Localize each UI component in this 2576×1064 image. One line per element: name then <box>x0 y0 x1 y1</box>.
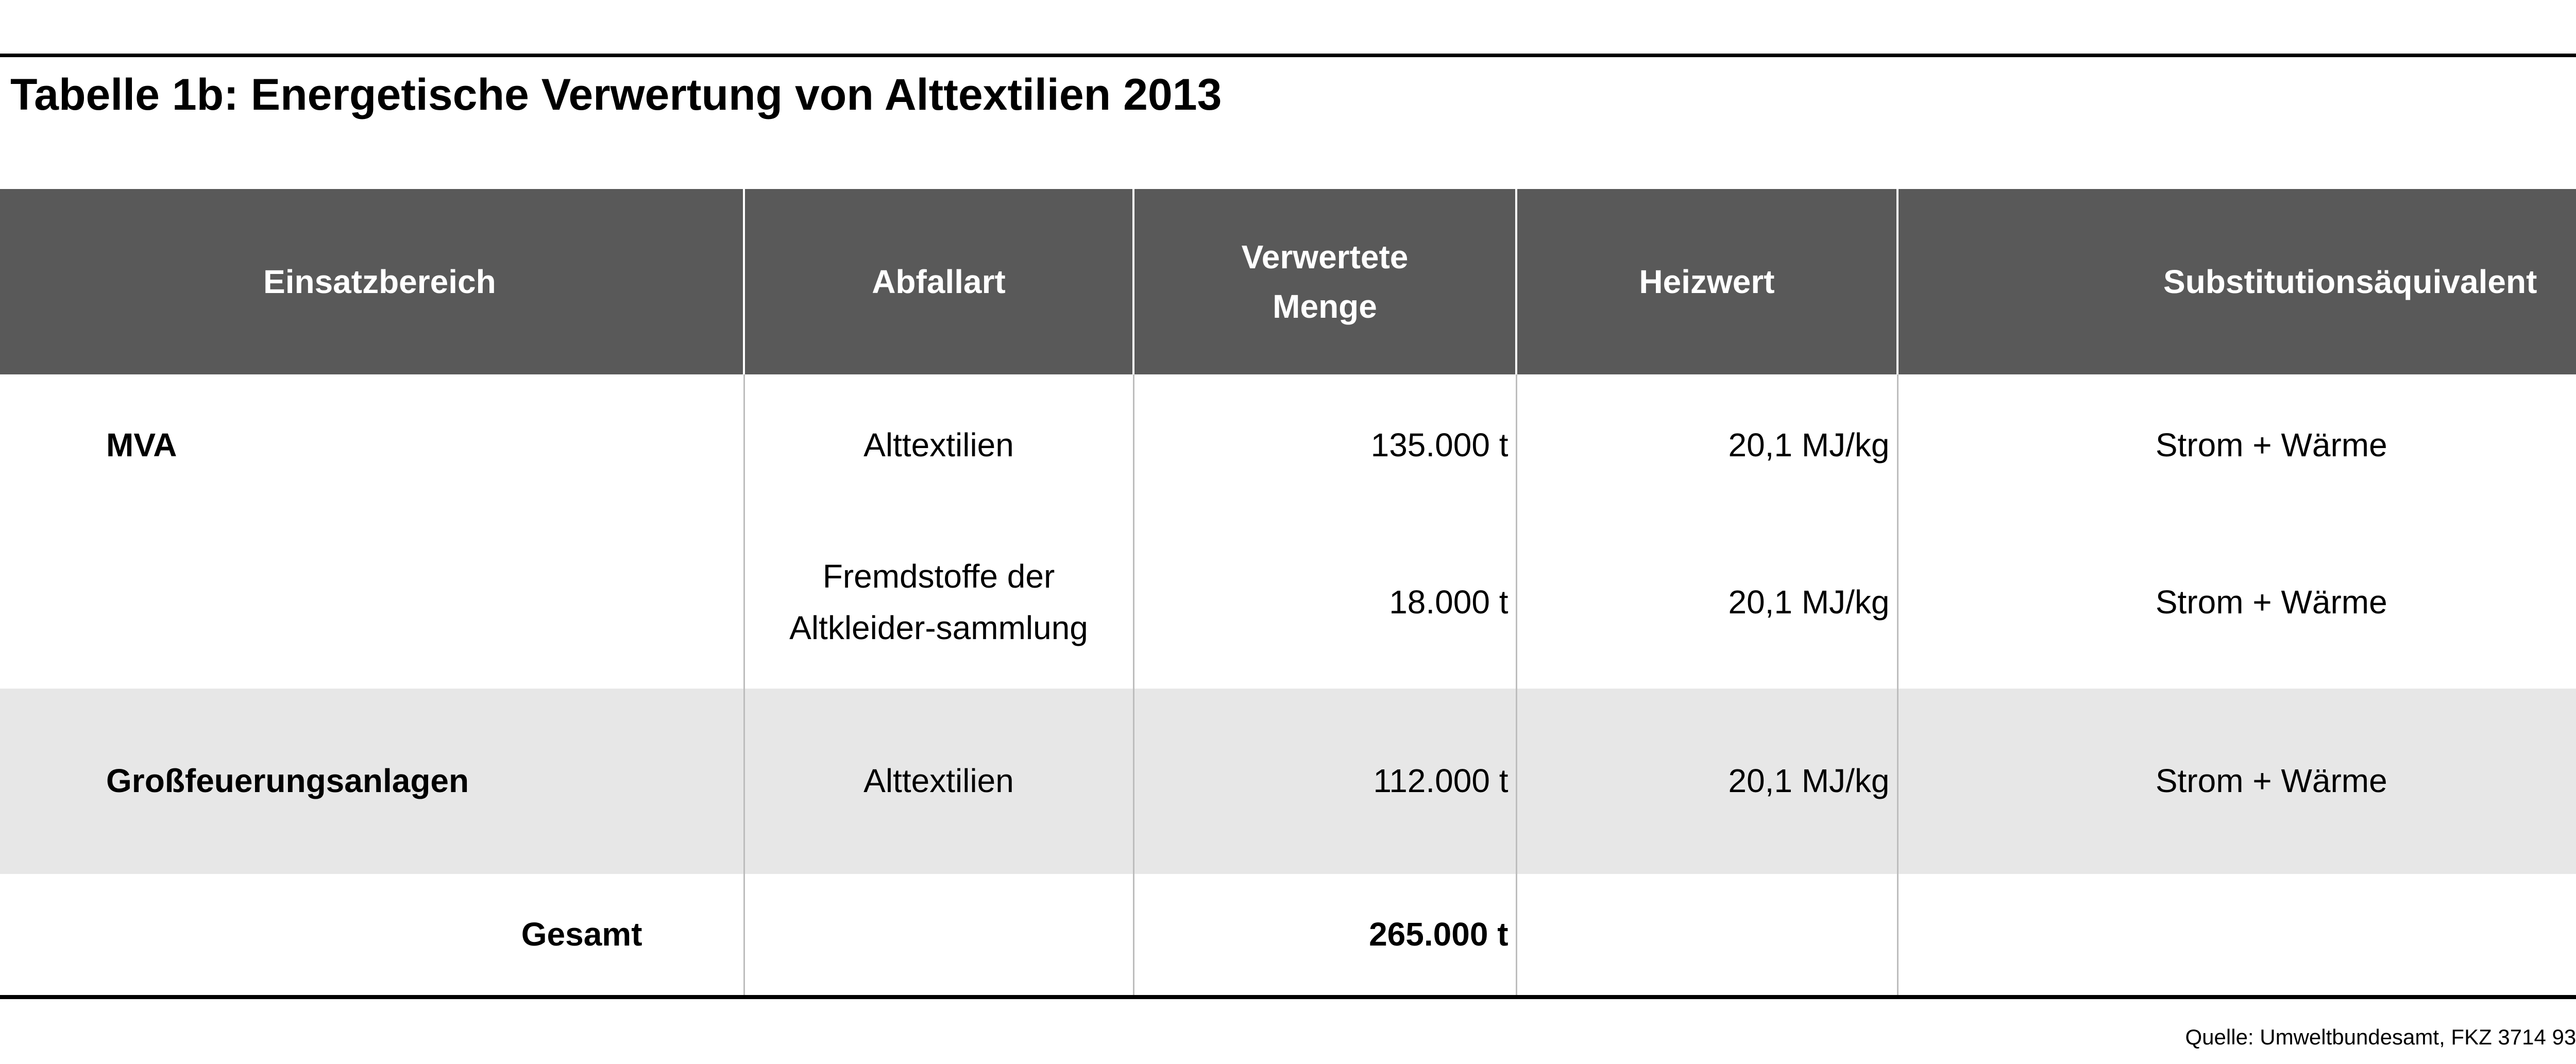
table-cell: Alttextilien <box>743 374 1133 516</box>
cell-text: Alttextilien <box>863 762 1014 800</box>
table-row: Großfeuerungsanlagen Alttextilien 112.000 … <box>0 689 2576 874</box>
cell-text: Fremdstoffe der Altkleider-sammlung <box>789 558 1088 646</box>
table-cell <box>1515 874 1897 997</box>
header-cell: Abfallart <box>743 189 1133 374</box>
table-cell: Strom + Wärme <box>1896 689 2576 874</box>
cell-text: Alttextilien <box>863 426 1014 464</box>
cell-text: Strom + Wärme <box>2155 426 2387 464</box>
table-cell: Strom + Wärme <box>1896 374 2576 516</box>
header-cell: Substitutionsäquivalent <box>1896 189 2576 374</box>
cell-text: Strom + Wärme <box>2155 583 2387 621</box>
table-cell: Alttextilien <box>743 689 1133 874</box>
table-cell: Strom + Wärme <box>1896 516 2576 689</box>
table-cell: 20,1 MJ/kg <box>1515 374 1897 516</box>
header-text: Heizwert <box>1639 263 1775 300</box>
header-text: Substitutionsäquivalent <box>2163 263 2537 300</box>
header-text: Einsatzbereich <box>263 263 496 300</box>
cell-text: 135.000 t <box>1370 426 1509 464</box>
cell-text: Gesamt <box>521 915 642 953</box>
table-cell: 112.000 t <box>1132 689 1516 874</box>
table-cell: 20,1 MJ/kg <box>1515 689 1897 874</box>
cell-text: 265.000 t <box>1369 915 1509 953</box>
table-cell <box>0 516 744 689</box>
table-cell: MVA <box>0 374 744 516</box>
table-cell: 265.000 t <box>1132 874 1516 997</box>
cell-text: MVA <box>106 426 177 464</box>
header-text: Abfallart <box>872 263 1006 300</box>
header-text: Verwertete Menge <box>1241 238 1409 325</box>
cell-text: 20,1 MJ/kg <box>1728 583 1890 621</box>
table-cell: 135.000 t <box>1132 374 1516 516</box>
header-cell: Verwertete Menge <box>1132 189 1516 374</box>
table-cell: 20,1 MJ/kg <box>1515 516 1897 689</box>
header-cell: Einsatzbereich <box>0 189 744 374</box>
rule <box>0 54 2576 57</box>
cell-text: 112.000 t <box>1373 762 1509 800</box>
table-cell <box>1896 874 2576 997</box>
table: Einsatzbereich Abfallart Verwertete Menge H… <box>0 189 2576 999</box>
table-cell: Gesamt <box>0 874 744 997</box>
table-cell <box>743 874 1133 997</box>
cell-text: 18.000 t <box>1389 583 1509 621</box>
cell-text: Großfeuerungsanlagen <box>106 762 469 800</box>
table-cell: Fremdstoffe der Altkleider-sammlung <box>743 516 1133 689</box>
table-row: MVA Alttextilien 135.000 t 20,1 MJ/kg Strom … <box>0 374 2576 516</box>
table-cell: Großfeuerungsanlagen <box>0 689 744 874</box>
header-cell: Heizwert <box>1515 189 1897 374</box>
cell-text: Strom + Wärme <box>2155 762 2387 800</box>
header-row: Einsatzbereich Abfallart Verwertete Menge H… <box>0 189 2576 374</box>
table-row: Fremdstoffe der Altkleider-sammlung 18.00… <box>0 516 2576 689</box>
table-cell: 18.000 t <box>1132 516 1516 689</box>
cell-text: 20,1 MJ/kg <box>1728 426 1890 464</box>
cell-text: 20,1 MJ/kg <box>1728 762 1890 800</box>
source-note: Quelle: Umweltbundesamt, FKZ 3714 93 316… <box>2185 1025 2576 1049</box>
table-title: Tabelle 1b: Energetische Verwertung von … <box>10 70 1222 119</box>
total-row: Gesamt 265.000 t <box>0 874 2576 997</box>
